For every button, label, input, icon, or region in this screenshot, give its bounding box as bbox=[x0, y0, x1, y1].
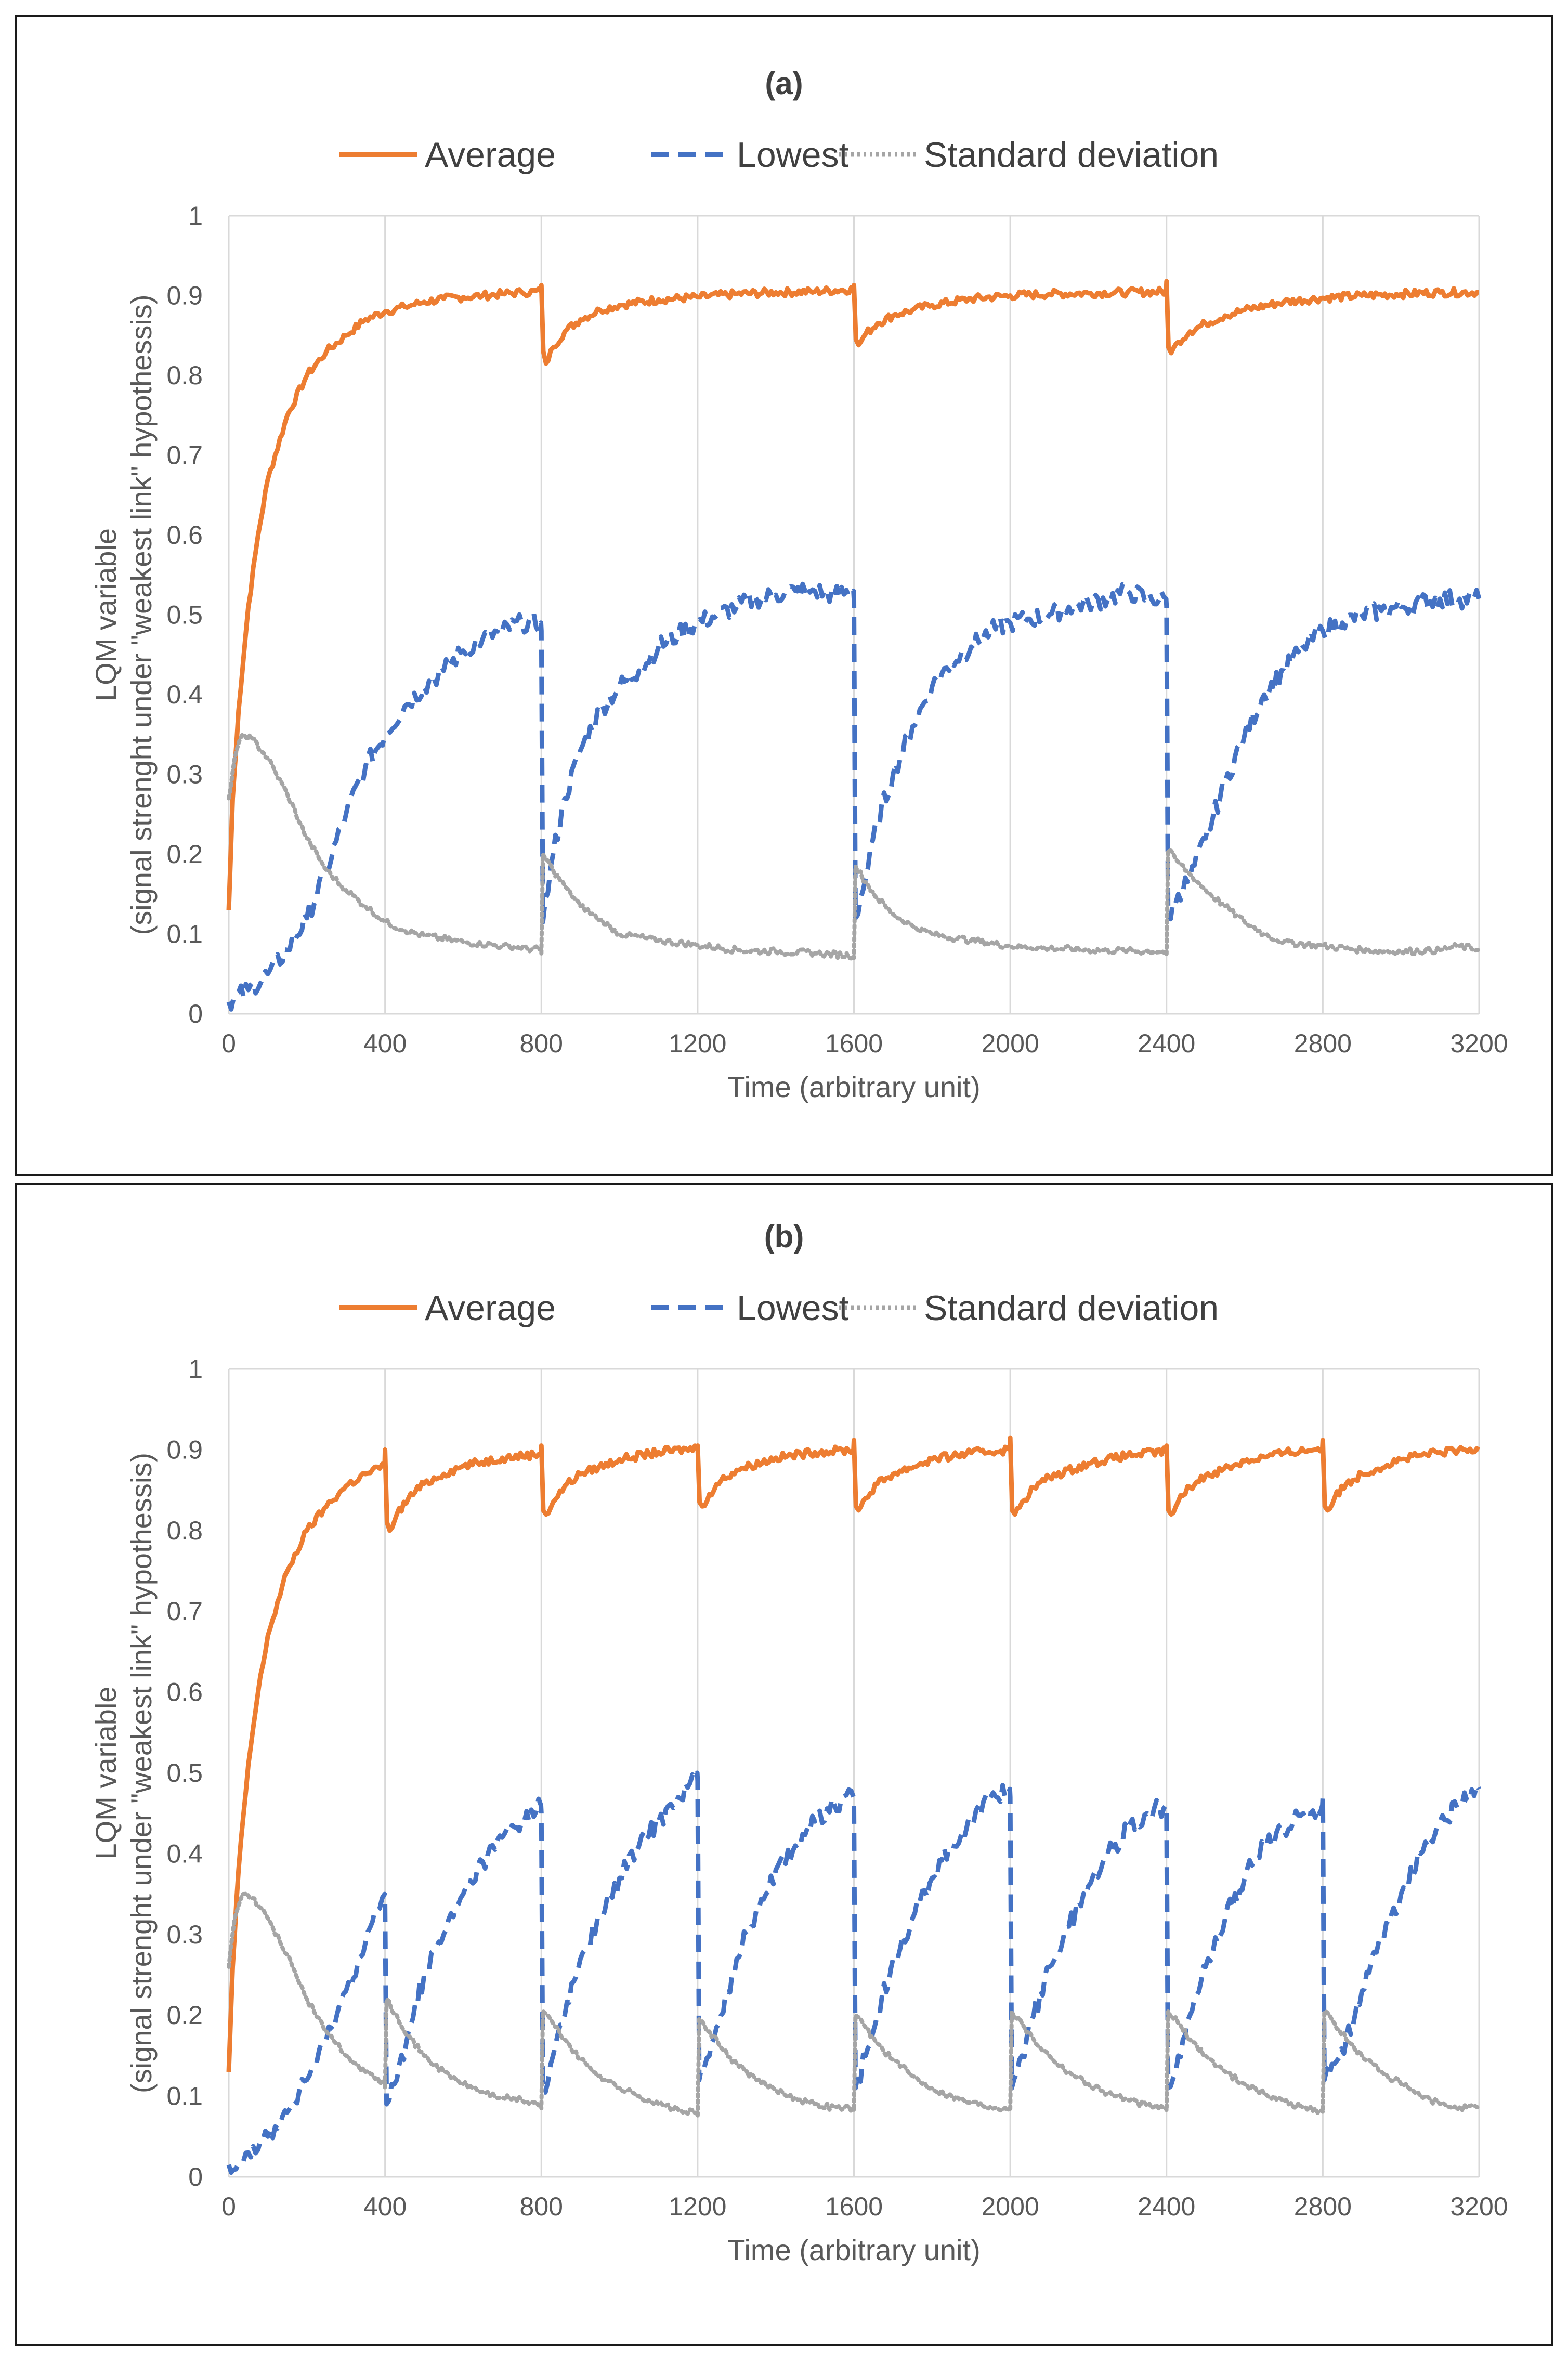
y-tick-label: 0.2 bbox=[166, 840, 203, 869]
chart-title: (b) bbox=[764, 1219, 804, 1254]
y-tick-label: 0 bbox=[188, 2162, 203, 2191]
legend-label: Lowest bbox=[737, 135, 849, 175]
x-tick-label: 2800 bbox=[1294, 2192, 1352, 2221]
legend-label: Average bbox=[425, 135, 556, 175]
chart-b: (b) Average Lowest Standard deviation 0 400 80… bbox=[89, 1219, 1508, 2266]
y-axis-label-line: (signal strenght under "weakest link" hy… bbox=[125, 295, 158, 935]
x-tick-label: 2000 bbox=[982, 1029, 1039, 1058]
x-tick-label: 2400 bbox=[1138, 1029, 1195, 1058]
x-tick-label: 2000 bbox=[982, 2192, 1039, 2221]
x-tick-label: 400 bbox=[363, 1029, 407, 1058]
chart-panel-b: (b) Average Lowest Standard deviation 0 400 80… bbox=[15, 1183, 1553, 2346]
chart-a: (a) Average Lowest Standard deviation 0 400 80… bbox=[89, 66, 1508, 1103]
y-axis-label-line: (signal strenght under "weakest link" hy… bbox=[125, 1453, 158, 2093]
x-tick-label: 800 bbox=[520, 2192, 563, 2221]
y-tick-label: 0.7 bbox=[166, 1597, 203, 1626]
x-tick-label: 0 bbox=[221, 2192, 236, 2221]
legend-item-2: Standard deviation bbox=[839, 1288, 1219, 1328]
series-line-standard-deviation bbox=[227, 1891, 1481, 2119]
y-tick-label: 0.6 bbox=[166, 520, 203, 550]
legend-label: Standard deviation bbox=[924, 135, 1219, 175]
y-tick-label: 0.8 bbox=[166, 1516, 203, 1545]
y-tick-label: 0.3 bbox=[166, 760, 203, 789]
legend-item-1: Lowest bbox=[651, 1288, 849, 1328]
x-axis-label: Time (arbitrary unit) bbox=[727, 1071, 980, 1103]
series-line-lowest bbox=[226, 581, 1482, 1012]
y-tick-label: 0.5 bbox=[166, 601, 203, 630]
y-tick-label: 0.4 bbox=[166, 1839, 203, 1868]
x-tick-label: 3200 bbox=[1450, 1029, 1508, 1058]
y-axis-label: LQM variable(signal strenght under "weak… bbox=[89, 1453, 158, 2093]
y-tick-label: 1 bbox=[188, 201, 203, 230]
legend-item-0: Average bbox=[339, 1288, 556, 1328]
y-tick-label: 0.8 bbox=[166, 361, 203, 390]
legend-item-0: Average bbox=[339, 135, 556, 175]
x-tick-label: 400 bbox=[363, 2192, 407, 2221]
legend-item-2: Standard deviation bbox=[839, 135, 1219, 175]
y-axis-label: LQM variable(signal strenght under "weak… bbox=[89, 295, 158, 935]
y-tick-label: 0.9 bbox=[166, 1435, 203, 1464]
chart-title: (a) bbox=[765, 66, 803, 101]
y-tick-label: 0.9 bbox=[166, 281, 203, 310]
series-line-average bbox=[226, 279, 1480, 910]
y-tick-label: 0.3 bbox=[166, 1920, 203, 1949]
y-axis-label-line: LQM variable bbox=[89, 528, 122, 701]
legend-label: Standard deviation bbox=[924, 1288, 1219, 1328]
y-tick-label: 0.7 bbox=[166, 441, 203, 470]
series-line-standard-deviation bbox=[227, 732, 1481, 961]
legend-label: Lowest bbox=[737, 1288, 849, 1328]
y-tick-label: 0.5 bbox=[166, 1758, 203, 1787]
series-line-average bbox=[226, 1435, 1481, 2072]
series-line-lowest bbox=[226, 1770, 1481, 2175]
y-tick-label: 1 bbox=[188, 1354, 203, 1384]
legend-item-1: Lowest bbox=[651, 135, 849, 175]
x-tick-label: 1600 bbox=[825, 2192, 883, 2221]
y-tick-label: 0.1 bbox=[166, 2082, 203, 2111]
x-axis-label: Time (arbitrary unit) bbox=[727, 2234, 980, 2266]
y-tick-label: 0.4 bbox=[166, 680, 203, 709]
x-tick-label: 0 bbox=[221, 1029, 236, 1058]
chart-panel-a: (a) Average Lowest Standard deviation 0 400 80… bbox=[15, 15, 1553, 1176]
y-tick-label: 0.1 bbox=[166, 920, 203, 949]
y-axis-label-line: LQM variable bbox=[89, 1686, 122, 1859]
x-tick-label: 800 bbox=[520, 1029, 563, 1058]
y-tick-label: 0 bbox=[188, 999, 203, 1028]
x-tick-label: 2400 bbox=[1138, 2192, 1195, 2221]
x-tick-label: 1600 bbox=[825, 1029, 883, 1058]
x-tick-label: 3200 bbox=[1450, 2192, 1508, 2221]
x-tick-label: 2800 bbox=[1294, 1029, 1352, 1058]
x-tick-label: 1200 bbox=[669, 2192, 726, 2221]
y-tick-label: 0.6 bbox=[166, 1678, 203, 1707]
y-tick-label: 0.2 bbox=[166, 2001, 203, 2030]
legend-label: Average bbox=[425, 1288, 556, 1328]
x-tick-label: 1200 bbox=[669, 1029, 726, 1058]
